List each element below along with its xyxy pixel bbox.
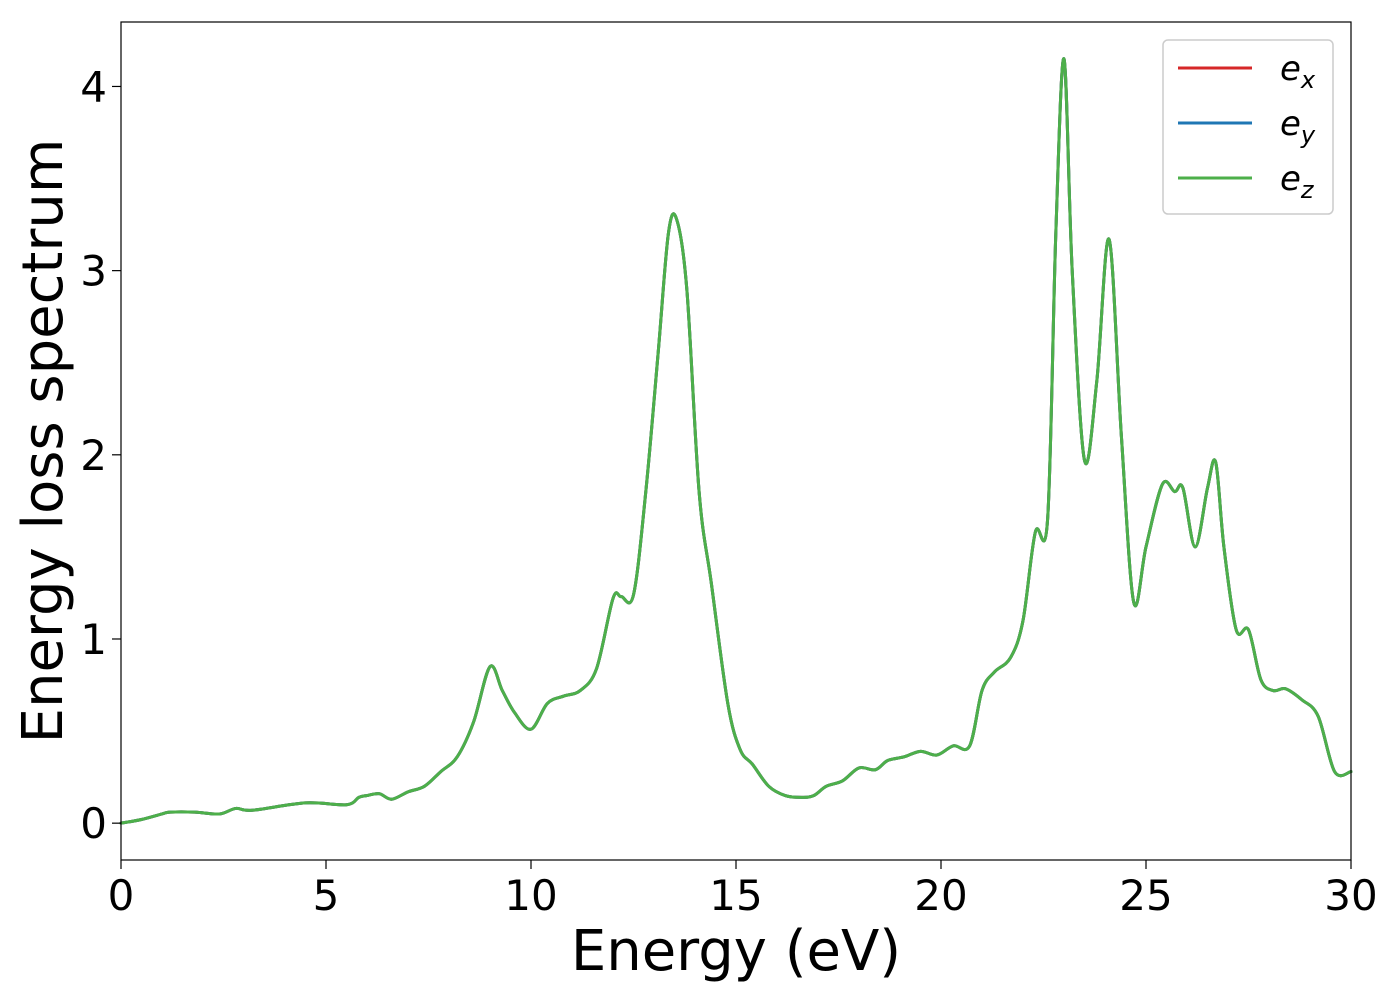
y-tick-label: 4: [80, 62, 107, 111]
series-line-ez: [119, 57, 1353, 825]
x-tick-label: 15: [709, 871, 762, 920]
x-tick-label: 10: [504, 871, 557, 920]
x-axis-label: Energy (eV): [571, 919, 901, 984]
plot-background: [121, 22, 1351, 860]
series-layer: [119, 57, 1353, 825]
legend-box: [1162, 39, 1334, 215]
y-axis-label: Energy loss spectrum: [11, 139, 76, 744]
y-tick-label: 3: [80, 247, 107, 296]
x-tick-label: 20: [914, 871, 967, 920]
y-tick-label: 1: [80, 615, 107, 664]
x-tick-label: 5: [313, 871, 340, 920]
y-tick-label: 0: [80, 799, 107, 848]
x-tick-label: 25: [1119, 871, 1172, 920]
x-tick-label: 0: [108, 871, 135, 920]
x-axis-ticks: 0 5 10 15 20 25 30: [108, 860, 1378, 920]
y-tick-label: 2: [80, 431, 107, 480]
x-tick-label: 30: [1324, 871, 1377, 920]
y-axis-ticks: 0 1 2 3 4: [80, 62, 121, 848]
